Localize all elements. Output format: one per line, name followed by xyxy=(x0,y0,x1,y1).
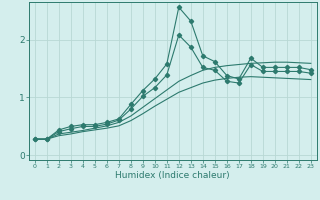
X-axis label: Humidex (Indice chaleur): Humidex (Indice chaleur) xyxy=(116,171,230,180)
